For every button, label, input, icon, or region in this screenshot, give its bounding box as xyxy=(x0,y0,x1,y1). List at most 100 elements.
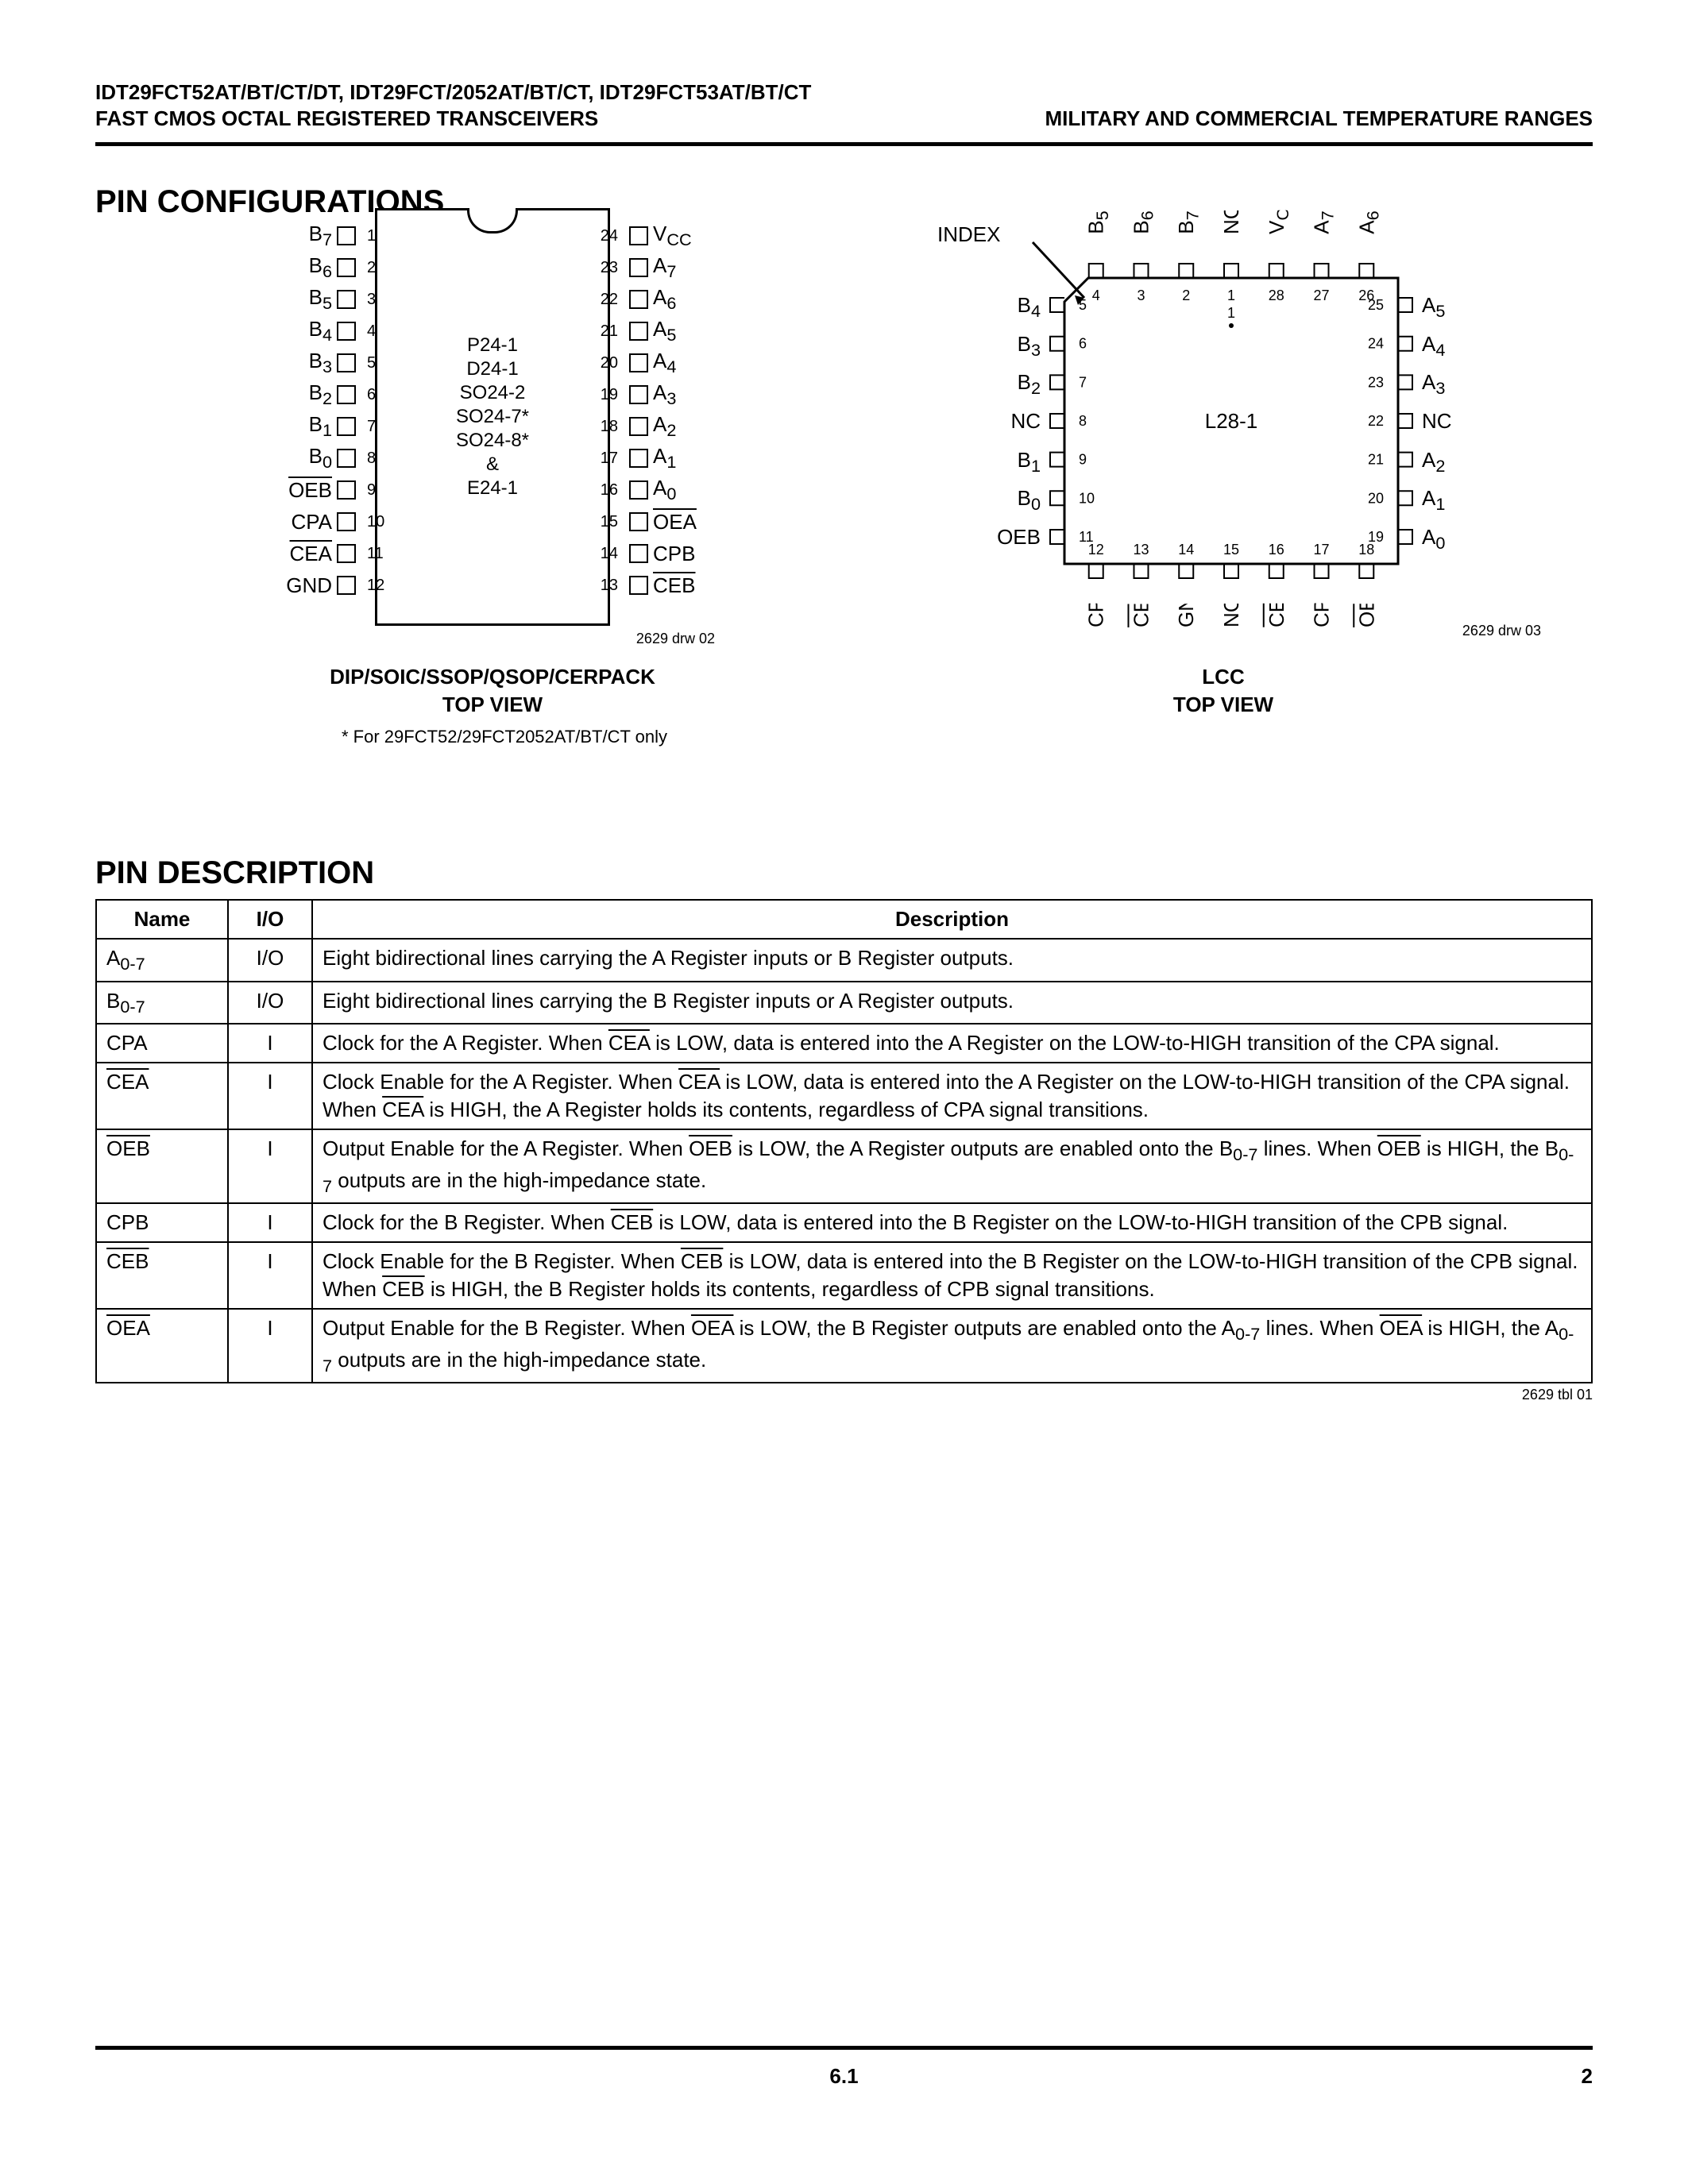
dip-right-label: A4 xyxy=(653,349,739,377)
svg-text:10: 10 xyxy=(1079,490,1095,506)
svg-text:19: 19 xyxy=(1368,529,1384,545)
dip-drw-note: 2629 drw 02 xyxy=(246,631,739,647)
svg-text:28: 28 xyxy=(1269,287,1284,303)
dip-center-text: P24-1D24-1SO24-2SO24-7*SO24-8*&E24-1 xyxy=(377,210,608,623)
dip-pin-box xyxy=(629,353,648,372)
svg-text:20: 20 xyxy=(1368,490,1384,506)
svg-text:8: 8 xyxy=(1079,413,1087,429)
table-row: OEAIOutput Enable for the B Register. Wh… xyxy=(96,1309,1592,1383)
svg-text:16: 16 xyxy=(1269,542,1284,558)
cell-desc: Output Enable for the B Register. When O… xyxy=(312,1309,1592,1383)
dip-left-label: B6 xyxy=(246,253,332,282)
dip-left-label: OEB xyxy=(246,478,332,503)
svg-text:23: 23 xyxy=(1368,374,1384,390)
dip-pin-box xyxy=(629,544,648,563)
dip-left-label: GND xyxy=(246,573,332,598)
cell-name: OEB xyxy=(96,1129,228,1203)
dip-pin-box xyxy=(337,353,356,372)
dip-pin-box xyxy=(337,290,356,309)
dip-pin-box xyxy=(337,226,356,245)
svg-text:11: 11 xyxy=(1079,529,1094,545)
svg-text:27: 27 xyxy=(1313,287,1329,303)
table-row: OEBIOutput Enable for the A Register. Wh… xyxy=(96,1129,1592,1203)
cell-name: CPB xyxy=(96,1203,228,1242)
table-note: 2629 tbl 01 xyxy=(95,1387,1593,1403)
svg-text:2: 2 xyxy=(1182,287,1190,303)
dip-right-label: CEB xyxy=(653,573,739,598)
dip-pin-box xyxy=(629,385,648,404)
table-header: Name xyxy=(96,900,228,939)
svg-text:1: 1 xyxy=(1227,305,1235,321)
header-line1: IDT29FCT52AT/BT/CT/DT, IDT29FCT/2052AT/B… xyxy=(95,79,811,106)
cell-desc: Clock Enable for the A Register. When CE… xyxy=(312,1063,1592,1129)
svg-text:9: 9 xyxy=(1079,452,1087,468)
dip-left-label: B3 xyxy=(246,349,332,377)
svg-text:4: 4 xyxy=(1092,287,1100,303)
dip-pin-box xyxy=(629,417,648,436)
dip-right-label: CPB xyxy=(653,542,739,566)
cell-io: I/O xyxy=(228,982,312,1024)
svg-text:2629 drw 03: 2629 drw 03 xyxy=(1462,623,1541,639)
dip-left-label: CEA xyxy=(246,542,332,566)
dip-left-label: B5 xyxy=(246,285,332,314)
svg-text:24: 24 xyxy=(1368,336,1384,352)
svg-text:5: 5 xyxy=(1079,297,1087,313)
table-header: I/O xyxy=(228,900,312,939)
dip-right-label: A0 xyxy=(653,476,739,504)
dip-pin-box xyxy=(337,512,356,531)
dip-pin-box xyxy=(629,226,648,245)
dip-caption-2: TOP VIEW xyxy=(246,691,739,719)
table-row: B0-7I/OEight bidirectional lines carryin… xyxy=(96,982,1592,1024)
cell-name: CEB xyxy=(96,1242,228,1309)
dip-left-label: CPA xyxy=(246,510,332,534)
table-row: CPAIClock for the A Register. When CEA i… xyxy=(96,1024,1592,1063)
cell-name: CPA xyxy=(96,1024,228,1063)
cell-desc: Clock Enable for the B Register. When CE… xyxy=(312,1242,1592,1309)
table-row: CEBIClock Enable for the B Register. Whe… xyxy=(96,1242,1592,1309)
dip-pin-box xyxy=(337,322,356,341)
cell-name: CEA xyxy=(96,1063,228,1129)
cell-io: I xyxy=(228,1129,312,1203)
svg-text:1: 1 xyxy=(1227,287,1235,303)
footer-section: 6.1 xyxy=(829,2064,858,2089)
dip-left-label: B1 xyxy=(246,412,332,441)
dip-footnote: * For 29FCT52/29FCT2052AT/BT/CT only xyxy=(246,727,739,747)
dip-right-label: A5 xyxy=(653,317,739,345)
lcc-caption-1: LCC xyxy=(874,663,1573,691)
header-line2: FAST CMOS OCTAL REGISTERED TRANSCEIVERS xyxy=(95,106,811,132)
dip-pin-box xyxy=(629,322,648,341)
cell-io: I xyxy=(228,1309,312,1383)
svg-text:21: 21 xyxy=(1368,452,1384,468)
cell-name: B0-7 xyxy=(96,982,228,1024)
dip-left-label: B4 xyxy=(246,317,332,345)
cell-desc: Clock for the A Register. When CEA is LO… xyxy=(312,1024,1592,1063)
footer-page: 2 xyxy=(1582,2064,1593,2089)
dip-pin-box xyxy=(337,258,356,277)
dip-right-label: A3 xyxy=(653,380,739,409)
cell-io: I xyxy=(228,1063,312,1129)
cell-name: OEA xyxy=(96,1309,228,1383)
dip-pin-box xyxy=(629,449,648,468)
dip-pin-box xyxy=(337,385,356,404)
dip-pin-box xyxy=(629,512,648,531)
svg-text:15: 15 xyxy=(1223,542,1239,558)
svg-text:17: 17 xyxy=(1313,542,1329,558)
cell-io: I xyxy=(228,1203,312,1242)
dip-right-label: A7 xyxy=(653,253,739,282)
svg-text:14: 14 xyxy=(1178,542,1194,558)
svg-text:25: 25 xyxy=(1368,297,1384,313)
cell-desc: Eight bidirectional lines carrying the B… xyxy=(312,982,1592,1024)
dip-right-label: A1 xyxy=(653,444,739,473)
dip-diagram: B7124VCCB6223A7B5322A6B4421A5B3520A4B261… xyxy=(246,208,739,747)
dip-right-label: A2 xyxy=(653,412,739,441)
dip-pin-box xyxy=(337,417,356,436)
dip-left-label: B2 xyxy=(246,380,332,409)
cell-desc: Output Enable for the A Register. When O… xyxy=(312,1129,1592,1203)
page-footer: 6.1 2 xyxy=(95,2046,1593,2089)
cell-desc: Eight bidirectional lines carrying the A… xyxy=(312,939,1592,981)
section-pin-desc: PIN DESCRIPTION xyxy=(95,855,1593,891)
cell-io: I/O xyxy=(228,939,312,981)
dip-pin-box xyxy=(629,480,648,500)
table-row: A0-7I/OEight bidirectional lines carryin… xyxy=(96,939,1592,981)
dip-pin-box xyxy=(629,576,648,595)
